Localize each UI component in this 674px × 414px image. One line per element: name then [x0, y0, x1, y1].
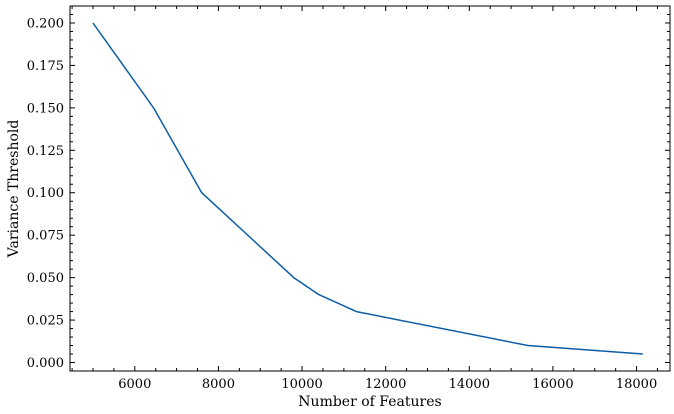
- x-tick-label: 16000: [532, 377, 573, 392]
- x-tick-label: 14000: [449, 377, 490, 392]
- y-tick-label: 0.000: [27, 356, 64, 371]
- plot-frame: [69, 5, 671, 372]
- y-tick-label: 0.100: [27, 186, 64, 201]
- x-tick-label: 12000: [365, 377, 406, 392]
- series-line: [92, 22, 643, 355]
- x-tick-label: 6000: [118, 377, 151, 392]
- y-tick-label: 0.175: [27, 59, 64, 74]
- y-tick-label: 0.125: [27, 144, 64, 159]
- x-axis-label: Number of Features: [298, 394, 441, 410]
- x-tick-label: 18000: [616, 377, 657, 392]
- y-tick-label: 0.025: [27, 314, 64, 329]
- x-tick-label: 10000: [281, 377, 322, 392]
- x-tick-label: 8000: [202, 377, 235, 392]
- y-tick-label: 0.050: [27, 271, 64, 286]
- y-tick-label: 0.150: [27, 101, 64, 116]
- y-axis-label: Variance Threshold: [6, 120, 22, 259]
- ticks-layer: 6000 8000 10000 12000 14000 16000 18000 0.000 0.…: [27, 5, 670, 392]
- series-layer: [92, 22, 643, 355]
- y-tick-label: 0.075: [27, 229, 64, 244]
- y-tick-label: 0.200: [27, 16, 64, 31]
